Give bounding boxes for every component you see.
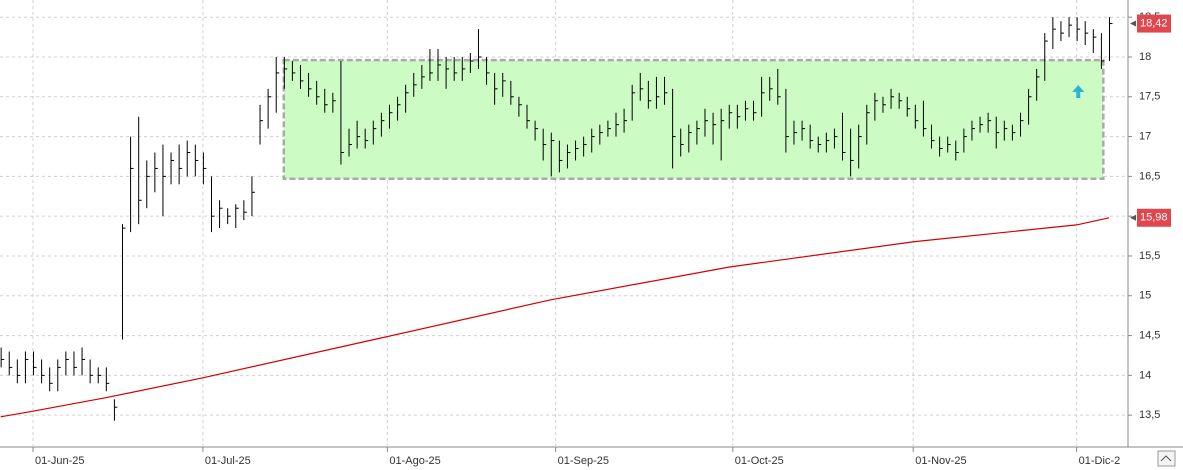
y-tick-label: 17 [1139,130,1151,142]
axis-labels: 13,51414,51515,51616,51717,51818,501-Jun… [32,11,1171,467]
y-tick-label: 18 [1139,51,1151,63]
price-tag-label: 18,42 [1140,17,1168,29]
y-tick-label: 15,5 [1139,250,1160,262]
ma-tag-pointer [1130,214,1136,221]
moving-average [0,217,1110,418]
y-tick-label: 14 [1139,369,1151,381]
y-tick-label: 14,5 [1139,329,1160,341]
ma-tag [1137,208,1171,227]
x-tick-label: 01-Jul-25 [205,455,251,467]
x-tick-label: 01-Ago-25 [389,455,440,467]
x-tick-label: 01-Sep-25 [558,455,609,467]
x-tick-label: 01-Dic-2 [1079,455,1121,467]
x-tick-label: 01-Nov-25 [915,455,966,467]
price-tag [1137,14,1171,33]
scroll-button[interactable] [1157,450,1176,467]
y-tick-label: 16,5 [1139,170,1160,182]
y-tick-label: 13,5 [1139,409,1160,421]
x-tick-label: 01-Oct-25 [735,455,784,467]
signal-arrow [1072,85,1085,99]
y-tick-label: 15 [1139,290,1151,302]
range-zone [282,58,1105,181]
price-tag-pointer [1130,20,1136,27]
x-tick-label: 01-Jun-25 [35,455,85,467]
scroll-icon [1160,455,1172,462]
plot-area [0,0,1128,447]
ma-tag-label: 15,98 [1140,212,1168,224]
y-tick-label: 17,5 [1139,91,1160,103]
